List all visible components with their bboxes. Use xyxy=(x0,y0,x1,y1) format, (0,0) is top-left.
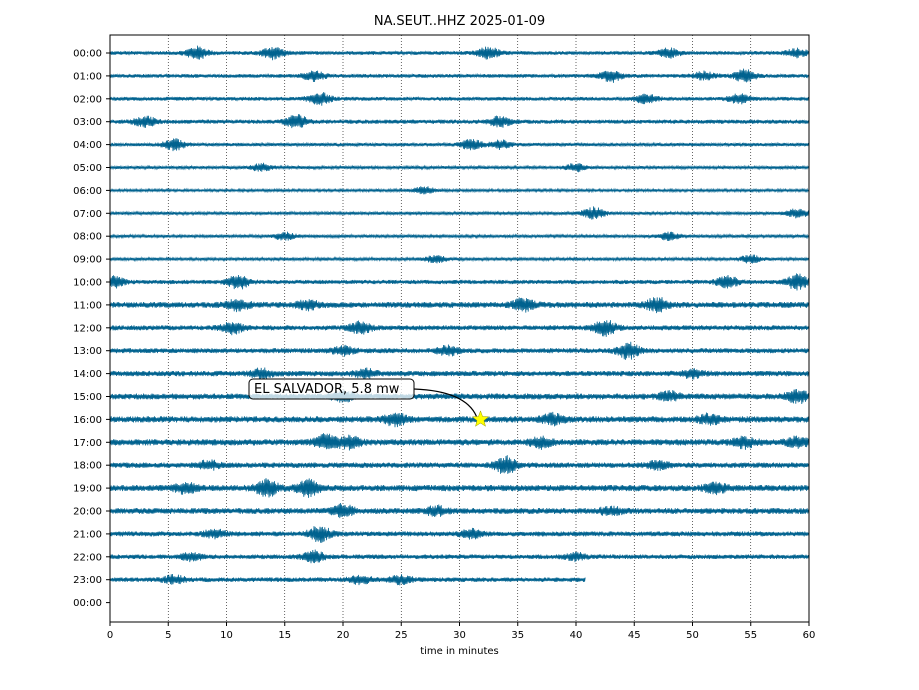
x-tick-label: 50 xyxy=(686,630,699,641)
y-tick-label: 11:00 xyxy=(73,300,102,311)
x-axis: 0 5 10 15 20 25 30 35 40 45 50 55 60 xyxy=(107,622,816,641)
y-tick-label: 18:00 xyxy=(73,461,102,472)
seismic-traces xyxy=(109,45,809,586)
y-tick-label: 07:00 xyxy=(73,209,102,220)
y-tick-label: 19:00 xyxy=(73,484,102,495)
trace-1400 xyxy=(109,367,809,380)
y-tick-label: 05:00 xyxy=(73,163,102,174)
x-tick-label: 5 xyxy=(165,630,171,641)
y-tick-label: 23:00 xyxy=(73,575,102,586)
trace-2300 xyxy=(109,573,586,586)
trace-0100 xyxy=(109,68,809,83)
y-axis: 00:00 01:00 02:00 03:00 04:00 05:00 06:00 07:00… xyxy=(73,49,110,609)
event-star-icon xyxy=(471,410,490,427)
x-tick-label: 60 xyxy=(803,630,816,641)
trace-2200 xyxy=(109,549,809,564)
trace-0600 xyxy=(109,186,809,195)
trace-1900 xyxy=(109,478,809,498)
trace-1200 xyxy=(109,320,809,337)
trace-1000 xyxy=(109,273,809,291)
x-tick-label: 45 xyxy=(628,630,641,641)
y-tick-label: 20:00 xyxy=(73,507,102,518)
y-tick-label: 12:00 xyxy=(73,323,102,334)
plot-frame xyxy=(109,34,810,623)
annotation-arrow xyxy=(413,388,478,417)
trace-1300 xyxy=(109,341,809,360)
trace-2000 xyxy=(109,502,809,519)
chart-title: NA.SEUT..HHZ 2025-01-09 xyxy=(374,14,545,29)
y-tick-label: 08:00 xyxy=(73,232,102,243)
trace-1800 xyxy=(109,455,809,474)
x-tick-label: 55 xyxy=(744,630,757,641)
y-tick-label: 22:00 xyxy=(73,552,102,563)
annotation-text: EL SALVADOR, 5.8 mw xyxy=(254,382,400,397)
trace-1600 xyxy=(109,411,809,428)
y-tick-label: 21:00 xyxy=(73,529,102,540)
y-tick-label: 15:00 xyxy=(73,392,102,403)
y-tick-label: 06:00 xyxy=(73,186,102,197)
x-axis-label: time in minutes xyxy=(420,646,499,657)
x-tick-label: 10 xyxy=(220,630,233,641)
x-tick-label: 30 xyxy=(453,630,466,641)
x-tick-label: 25 xyxy=(395,630,408,641)
trace-0900 xyxy=(109,254,809,264)
y-tick-label: 03:00 xyxy=(73,117,102,128)
y-tick-label: 00:00 xyxy=(73,598,102,609)
trace-0300 xyxy=(109,114,809,129)
y-tick-label: 17:00 xyxy=(73,438,102,449)
y-tick-label: 16:00 xyxy=(73,415,102,426)
x-tick-label: 35 xyxy=(511,630,524,641)
y-tick-label: 10:00 xyxy=(73,278,102,289)
y-tick-label: 01:00 xyxy=(73,71,102,82)
annotation-box xyxy=(248,378,415,400)
trace-2100 xyxy=(109,526,809,543)
x-tick-label: 15 xyxy=(278,630,291,641)
trace-0400 xyxy=(109,138,809,152)
trace-0200 xyxy=(109,92,809,106)
y-tick-label: 14:00 xyxy=(73,369,102,380)
trace-1100 xyxy=(109,297,809,314)
y-tick-label: 13:00 xyxy=(73,346,102,357)
y-tick-label: 09:00 xyxy=(73,255,102,266)
trace-1700 xyxy=(109,433,809,451)
trace-1500 xyxy=(109,388,809,405)
trace-0700 xyxy=(109,206,809,220)
y-tick-label: 04:00 xyxy=(73,140,102,151)
vertical-grid xyxy=(167,35,752,622)
trace-0800 xyxy=(109,231,809,242)
x-tick-label: 0 xyxy=(107,630,113,641)
y-tick-label: 02:00 xyxy=(73,94,102,105)
trace-0500 xyxy=(109,162,809,173)
x-tick-label: 40 xyxy=(570,630,583,641)
event-annotation: EL SALVADOR, 5.8 mw xyxy=(248,378,490,427)
x-tick-label: 20 xyxy=(337,630,350,641)
trace-0000 xyxy=(109,45,809,61)
y-tick-label: 00:00 xyxy=(73,49,102,60)
